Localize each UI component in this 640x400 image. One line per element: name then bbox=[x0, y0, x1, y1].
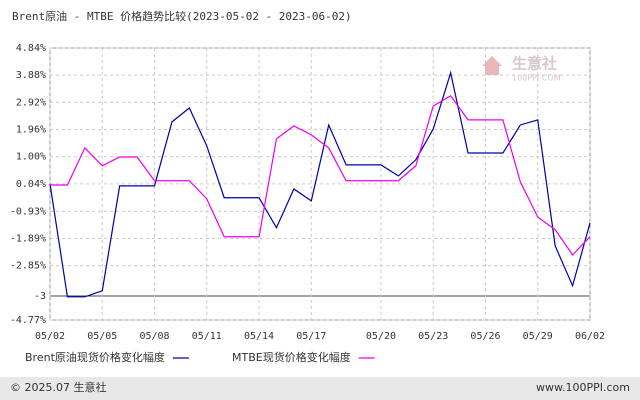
footer-bar bbox=[0, 377, 640, 400]
watermark-site: 100PPI.COM bbox=[512, 74, 561, 83]
x-tick-label: 05/05 bbox=[87, 331, 117, 342]
y-tick-label: 3.88% bbox=[16, 70, 46, 81]
y-tick-label: -0.93% bbox=[10, 206, 46, 217]
watermark-text: 生意社 bbox=[512, 55, 557, 73]
y-tick-label: 1.00% bbox=[16, 152, 46, 163]
y-tick-label: 4.84% bbox=[16, 43, 46, 54]
x-tick-label: 05/26 bbox=[470, 331, 500, 342]
chart-title: Brent原油 - MTBE 价格趋势比较(2023-05-02 - 2023-… bbox=[12, 9, 352, 23]
legend-label: Brent原油现货价格变化幅度 bbox=[25, 350, 165, 364]
x-tick-label: 05/29 bbox=[523, 331, 553, 342]
x-tick-label: 05/17 bbox=[296, 331, 326, 342]
x-tick-label: 05/11 bbox=[192, 331, 222, 342]
y-tick-label: 2.92% bbox=[16, 97, 46, 108]
y-tick-label: 0.04% bbox=[16, 179, 46, 190]
y-tick-label: 1.96% bbox=[16, 125, 46, 136]
watermark-icon bbox=[482, 56, 502, 75]
y-tick-label: -1.89% bbox=[10, 233, 46, 244]
footer-right: www.100PPI.com bbox=[536, 381, 630, 394]
series-line bbox=[49, 70, 591, 298]
y-tick-label: -3 bbox=[34, 291, 46, 302]
footer-left: © 2025.07 生意社 bbox=[10, 380, 106, 394]
watermark: 生意社 100PPI.COM bbox=[482, 55, 561, 83]
y-tick-label: -2.85% bbox=[10, 261, 46, 272]
x-tick-label: 05/14 bbox=[244, 331, 274, 342]
legend-label: MTBE现货价格变化幅度 bbox=[232, 350, 351, 364]
x-tick-label: 05/20 bbox=[366, 331, 396, 342]
series-line bbox=[50, 95, 591, 256]
x-tick-label: 05/02 bbox=[35, 331, 65, 342]
y-tick-label: -4.77% bbox=[10, 315, 46, 326]
x-tick-label: 06/02 bbox=[575, 331, 605, 342]
x-tick-label: 05/23 bbox=[418, 331, 448, 342]
x-tick-label: 05/08 bbox=[139, 331, 169, 342]
